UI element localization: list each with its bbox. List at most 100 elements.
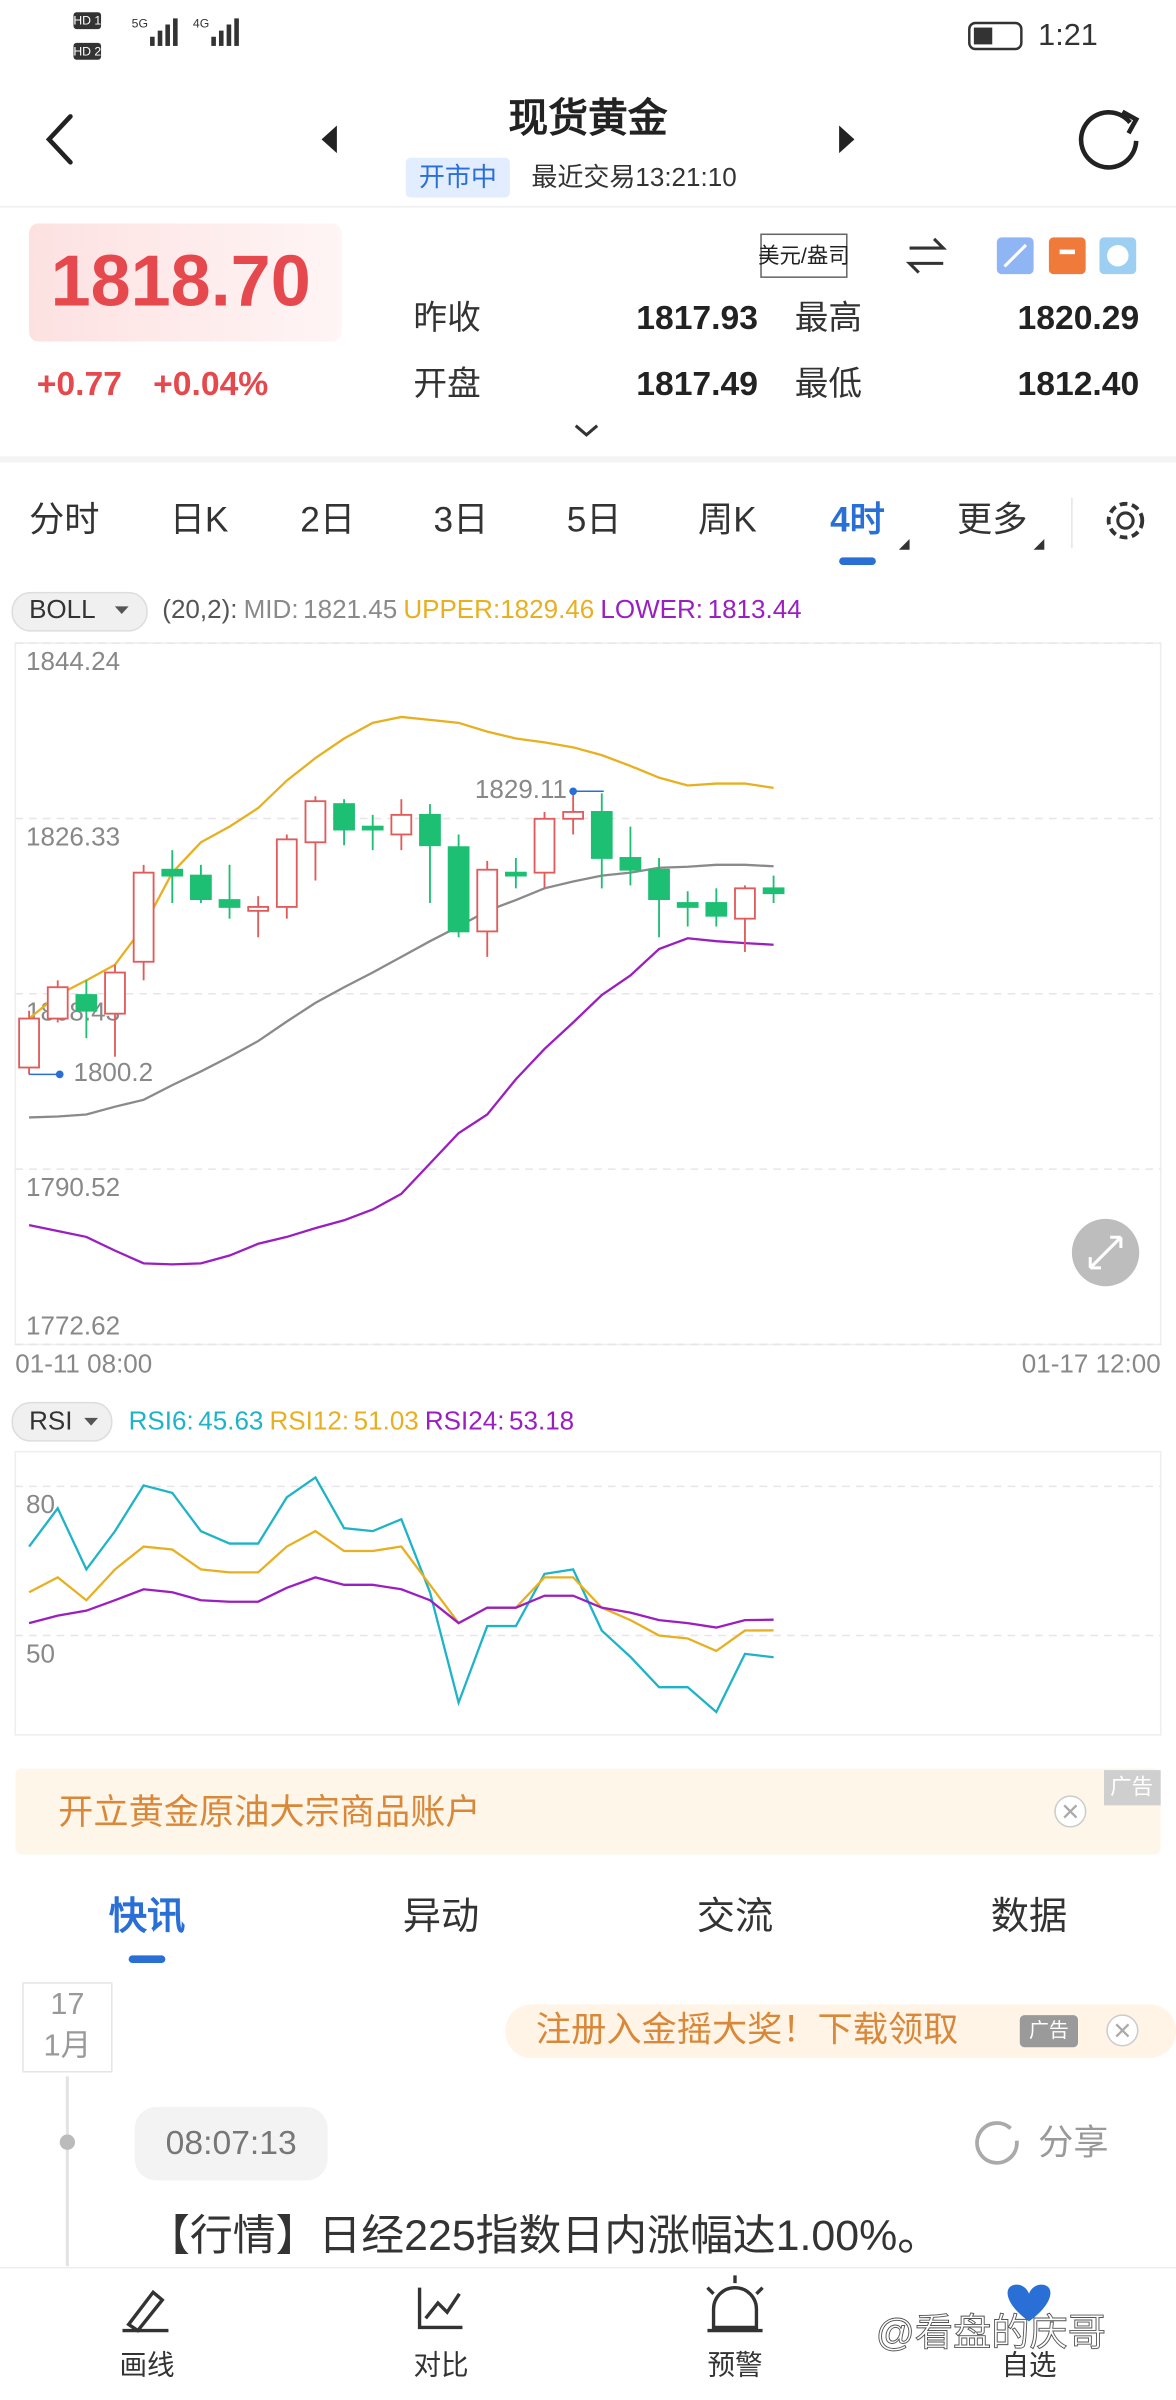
share-icon[interactable] (975, 2121, 1019, 2165)
indicator-chip[interactable] (11, 591, 148, 632)
refresh-icon (1078, 110, 1139, 170)
share-label[interactable]: 分享 (1038, 2124, 1108, 2163)
candle-body (218, 899, 241, 908)
tool-glyph (1059, 249, 1075, 255)
period-tab[interactable]: 4时 (830, 500, 885, 539)
tool-icon[interactable] (1048, 237, 1086, 275)
next-button[interactable] (839, 125, 855, 154)
clock: 1:21 (1038, 18, 1098, 52)
candle-body (619, 857, 642, 871)
quote-stats: 昨收 1817.93 最高 1820.29 开盘 1817.49 最低 1812.40 (413, 299, 1139, 403)
indicator-chip[interactable] (11, 1401, 113, 1442)
x-axis-label: 01-17 12:00 (1022, 1349, 1161, 1379)
dropdown-caret (898, 538, 910, 550)
candle-body (190, 874, 212, 901)
period-tab[interactable]: 周K (698, 500, 757, 539)
period-tab[interactable]: 5日 (567, 500, 622, 539)
stat-value: 1817.93 (636, 300, 758, 337)
legend: (20,2): MID: 1821.45 UPPER:1829.46 LOWER: 181… (162, 594, 801, 624)
prev-button[interactable] (321, 125, 337, 154)
legend-value: 51.03 (354, 1405, 419, 1435)
candle-body (132, 871, 155, 963)
stat-value: 1817.49 (636, 366, 758, 403)
signal-bars (150, 18, 239, 46)
period-tab[interactable]: 2日 (300, 500, 355, 539)
candle-body (762, 887, 785, 895)
refresh-arrow (1121, 109, 1140, 135)
news-tab[interactable]: 数据 (991, 1895, 1068, 1938)
divider (0, 456, 1176, 463)
max-label: 1829.11 (475, 774, 567, 804)
stat-value: 1820.29 (1018, 300, 1140, 337)
draw-icon[interactable] (122, 2289, 169, 2333)
back-button[interactable] (45, 114, 73, 165)
period-tab[interactable]: 3日 (434, 500, 489, 539)
tab-indicator (839, 557, 876, 566)
close-icon (1115, 2023, 1130, 2038)
compare-icon[interactable] (417, 2287, 463, 2330)
legend-value: 45.63 (198, 1405, 263, 1435)
period-tab[interactable]: 分时 (29, 500, 99, 539)
promo-tag (1019, 2015, 1078, 2048)
y-tick-label: 1844.24 (26, 646, 120, 676)
news-tab[interactable]: 交流 (697, 1895, 774, 1938)
candle-body (533, 817, 556, 874)
stat-label: 开盘 (413, 365, 480, 403)
news-text[interactable]: 【行情】日经225指数日内涨幅达1.00%。 (147, 2212, 940, 2260)
network-label: 5G (132, 17, 148, 31)
ad-banner[interactable] (15, 1768, 1161, 1855)
expand-chevron[interactable] (574, 424, 599, 437)
indicator-name[interactable]: BOLL (29, 594, 96, 624)
legend-value: 53.18 (509, 1405, 574, 1435)
nav-label[interactable]: 预警 (707, 2350, 762, 2381)
nav-label[interactable]: 对比 (413, 2350, 468, 2381)
dropdown-caret (84, 1417, 99, 1426)
indicator-name[interactable]: RSI (29, 1405, 72, 1435)
news-tab[interactable]: 快讯 (109, 1895, 186, 1938)
legend-value: 1829.46 (500, 594, 594, 624)
settings-button[interactable] (1106, 501, 1145, 540)
candle-body (161, 868, 184, 877)
badge-text: HD 2 (73, 44, 101, 58)
candle-body (75, 994, 98, 1012)
news-time: 08:07:13 (166, 2125, 297, 2162)
y-tick-label: 1790.52 (26, 1172, 120, 1202)
date-box (22, 1982, 113, 2073)
alert-icon[interactable] (706, 2275, 764, 2333)
swap-icon[interactable] (905, 237, 947, 274)
candle-body (419, 813, 441, 847)
watchlist-icon[interactable] (1007, 2284, 1051, 2322)
indicator-line (28, 1576, 774, 1629)
unit-box[interactable] (760, 233, 848, 278)
max-dot (569, 787, 577, 796)
indicator-line (28, 1529, 774, 1653)
promo-banner[interactable] (505, 2004, 1176, 2058)
ad-tag-text: 广告 (1110, 1775, 1153, 1799)
x-axis-label: 01-11 08:00 (15, 1349, 152, 1379)
y-tick-label: 50 (26, 1638, 55, 1668)
status-chip (405, 157, 510, 198)
period-tab[interactable]: 日K (170, 500, 229, 539)
stat-value: 1812.40 (1018, 366, 1140, 403)
battery (968, 21, 1023, 51)
nav-label[interactable]: 自选 (1001, 2350, 1056, 2381)
candle-body (333, 803, 355, 831)
candle-body (562, 811, 585, 820)
refresh-button[interactable] (1078, 109, 1140, 170)
price-box (29, 223, 342, 342)
gear-hub (1116, 511, 1135, 530)
last-price: 1818.70 (51, 241, 311, 321)
candle-body (304, 800, 327, 844)
legend-value: 1813.44 (708, 594, 802, 624)
badge (73, 42, 102, 60)
news-tab[interactable]: 异动 (403, 1895, 480, 1938)
close-icon (1063, 1804, 1078, 1819)
candle-body (648, 868, 670, 901)
nav-label[interactable]: 画线 (119, 2350, 174, 2381)
period-tab[interactable]: 更多 (957, 500, 1027, 539)
stat-label: 最高 (795, 299, 862, 337)
candle-body (590, 811, 613, 859)
candle-body (18, 1017, 40, 1069)
